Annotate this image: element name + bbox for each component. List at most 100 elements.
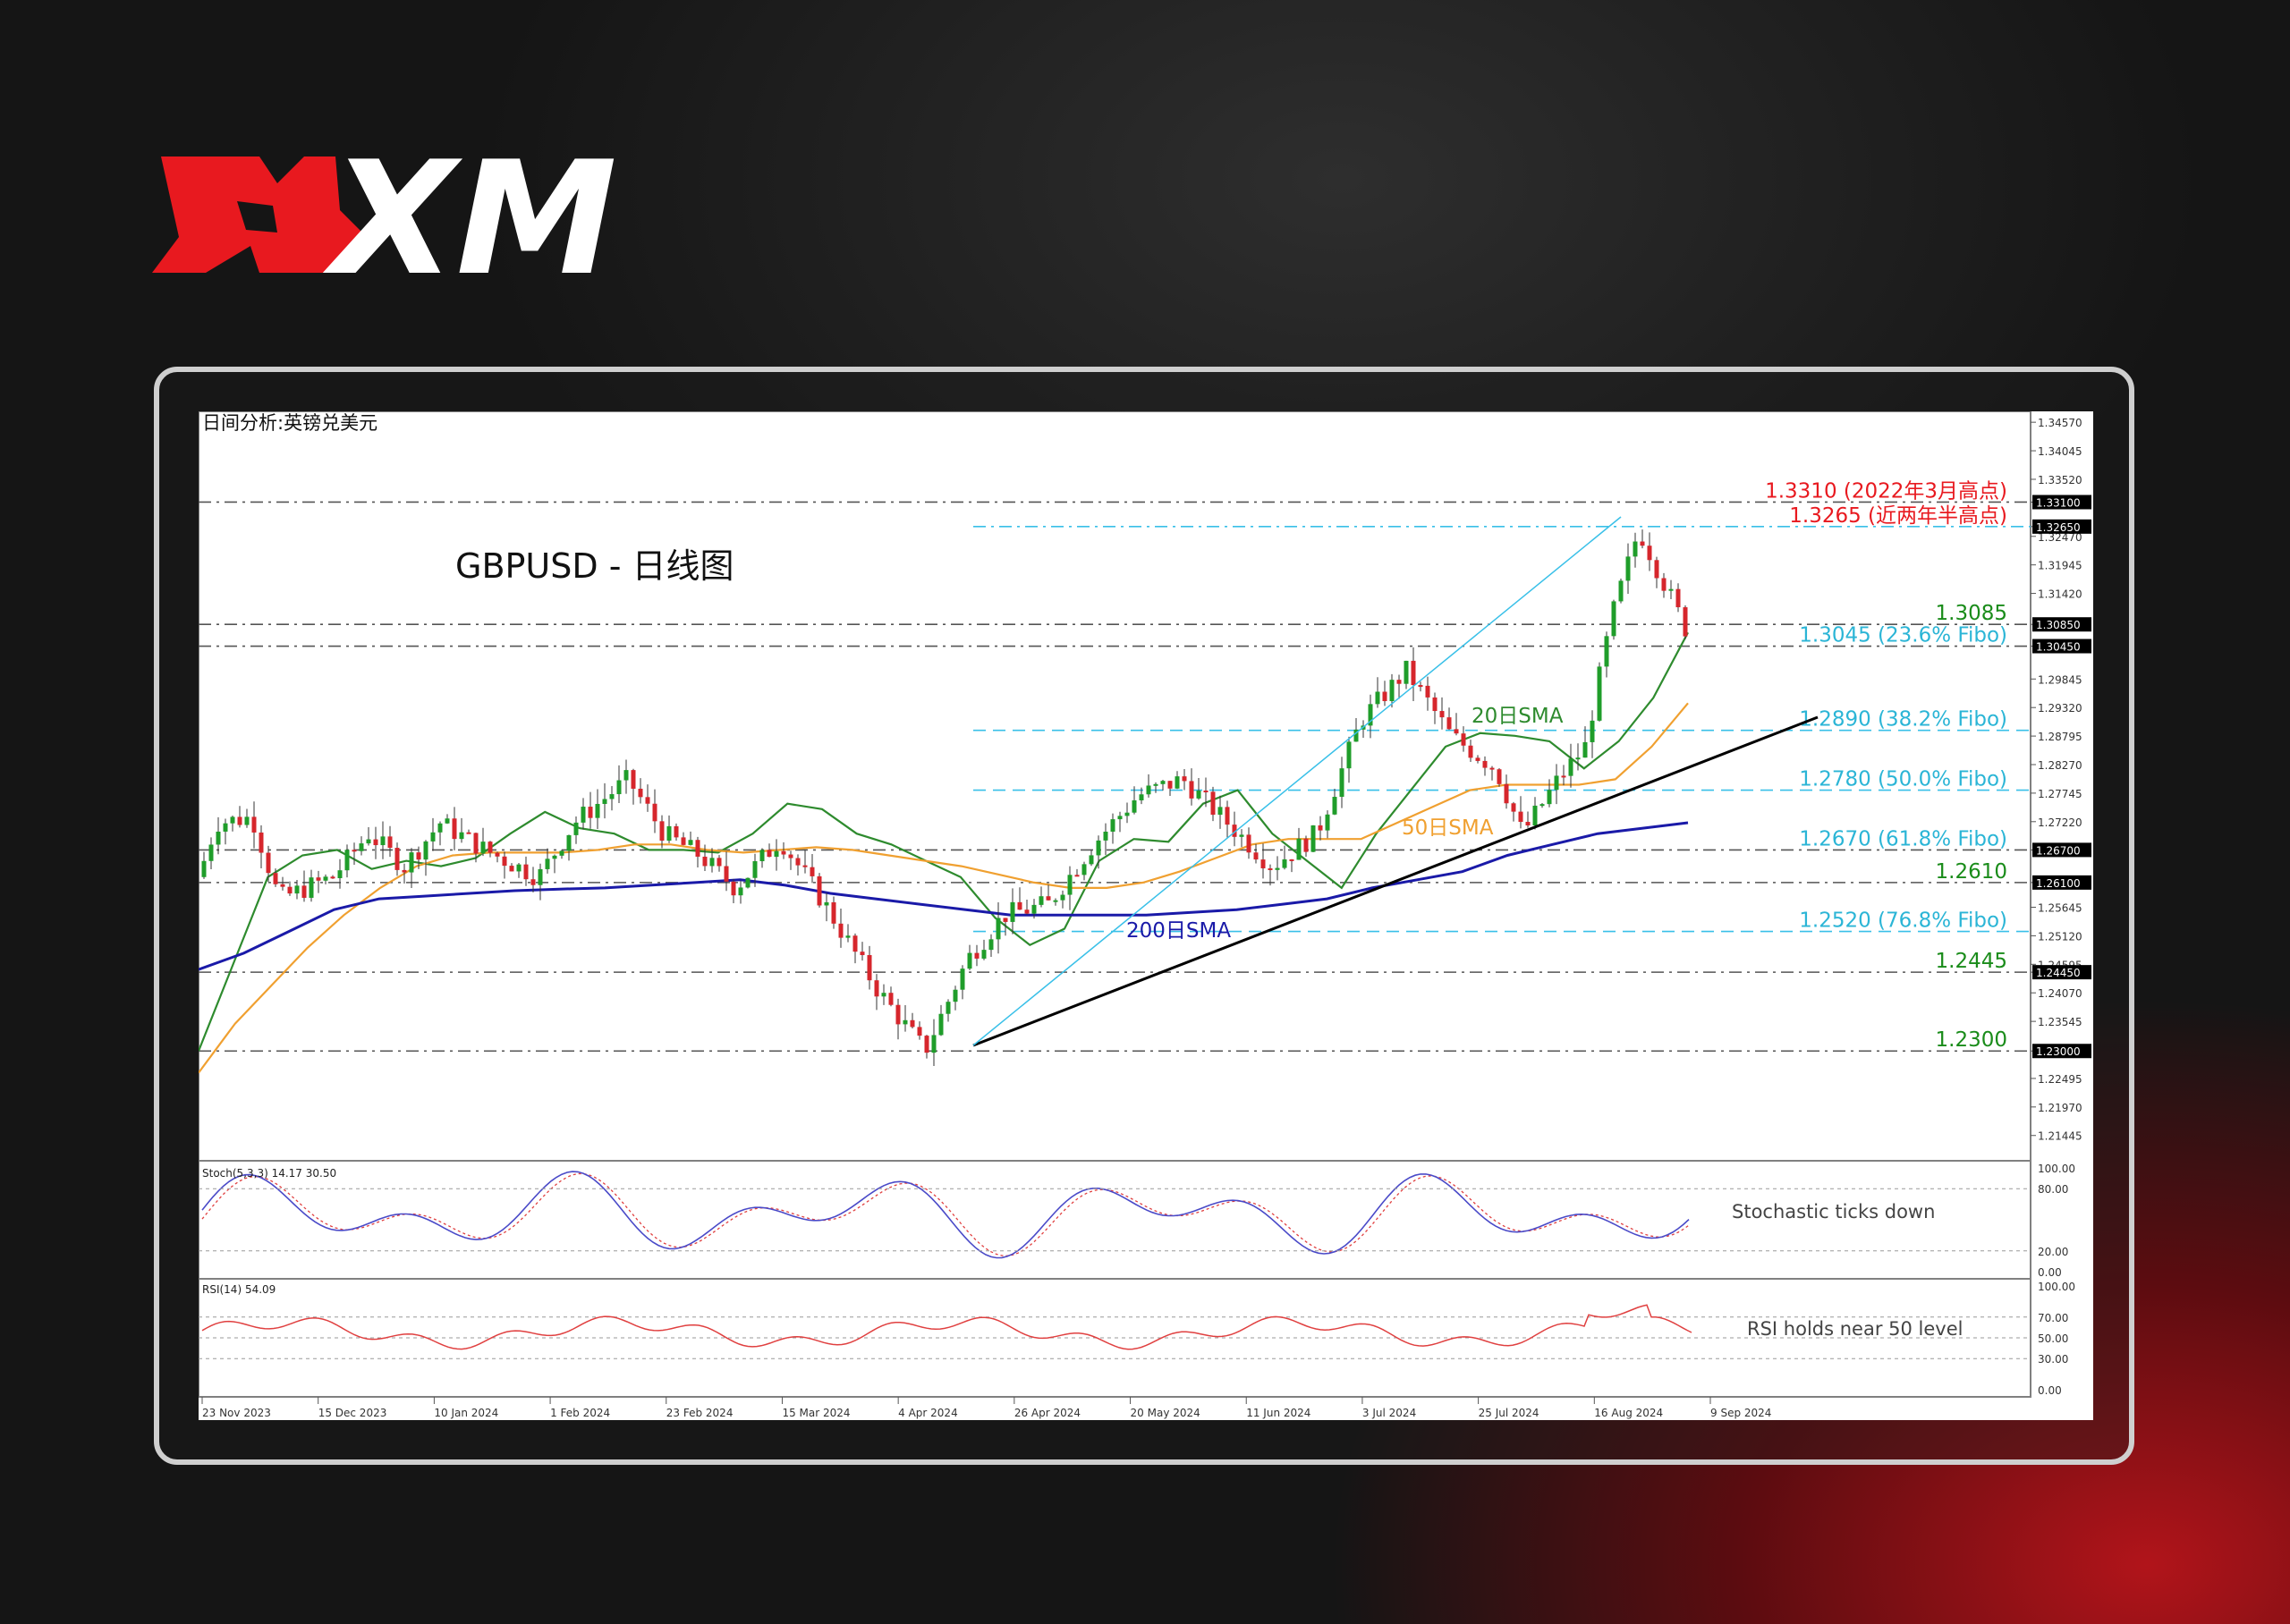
candle-body: [595, 803, 600, 818]
candle-body: [717, 858, 722, 867]
candle-body: [430, 832, 436, 842]
candle-body: [759, 850, 765, 862]
candle-body: [1396, 680, 1402, 684]
candle-body: [1647, 546, 1652, 561]
price-tick-label: 1.29320: [2038, 702, 2082, 715]
candle-body: [652, 803, 657, 822]
level-label: 1.3310 (2022年3月高点): [1765, 479, 2007, 503]
candle-body: [266, 852, 271, 874]
candle-body: [1532, 805, 1538, 826]
candle-body: [1475, 757, 1480, 761]
price-box: [2032, 495, 2091, 510]
candle-body: [1432, 697, 1438, 712]
candle-body: [301, 885, 307, 898]
candle-body: [316, 877, 321, 881]
stoch-d-line: [201, 1172, 1690, 1256]
candle-body: [1124, 812, 1130, 816]
candle-body: [1081, 864, 1087, 875]
date-tick-label: 25 Jul 2024: [1479, 1407, 1539, 1419]
chart-title: GBPUSD - 日线图: [455, 546, 734, 586]
price-box: [2032, 617, 2091, 632]
candle-body: [1568, 758, 1573, 776]
candle-body: [1268, 867, 1273, 870]
candle-body: [702, 856, 708, 867]
price-tick-label: 1.34045: [2038, 445, 2082, 458]
candle-body: [1482, 760, 1488, 768]
candle-body: [960, 968, 965, 990]
candle-body: [860, 952, 865, 956]
candle-body: [1339, 768, 1344, 798]
candle-body: [1110, 819, 1115, 832]
candle-body: [509, 866, 514, 872]
date-tick-label: 26 Apr 2024: [1014, 1407, 1081, 1419]
price-tick-label: 1.22495: [2038, 1073, 2082, 1086]
candle-body: [216, 831, 221, 845]
candle-body: [573, 822, 579, 835]
candle-body: [845, 935, 851, 938]
candle-body: [1318, 825, 1323, 831]
date-tick-label: 10 Jan 2024: [434, 1407, 498, 1419]
candle-body: [530, 879, 536, 885]
candle-body: [366, 839, 371, 844]
candle-body: [1661, 578, 1667, 591]
candle-body: [938, 1013, 944, 1036]
candle-body: [373, 839, 378, 846]
candle-body: [1310, 825, 1316, 852]
candle-body: [359, 843, 364, 851]
candle-body: [1425, 685, 1430, 698]
candle-body: [523, 864, 529, 880]
candle-body: [1096, 840, 1101, 856]
candle-body: [1182, 776, 1187, 782]
candle-body: [1031, 904, 1037, 914]
candle-body: [201, 860, 207, 877]
date-tick-label: 1 Feb 2024: [550, 1407, 610, 1419]
candle-body: [1468, 745, 1473, 758]
candle-body: [1253, 852, 1259, 860]
candle-body: [1446, 717, 1452, 730]
candle-body: [1046, 896, 1051, 901]
candle-body: [824, 901, 829, 906]
candle-body: [337, 870, 343, 878]
candle-body: [910, 1019, 915, 1028]
rsi-label: RSI(14) 54.09: [202, 1283, 276, 1296]
stoch-tick-label: 80.00: [2038, 1183, 2068, 1196]
rsi-tick-label: 50.00: [2038, 1332, 2068, 1345]
candle-body: [1210, 791, 1216, 816]
candle-body: [237, 816, 242, 825]
candle-body: [903, 1019, 908, 1025]
candle-body: [1625, 556, 1631, 581]
date-tick-label: 15 Mar 2024: [782, 1407, 850, 1419]
price-box-label: 1.24450: [2036, 967, 2081, 979]
candle-body: [1382, 691, 1387, 702]
price-box-label: 1.33100: [2036, 496, 2081, 509]
price-box: [2032, 1044, 2091, 1059]
candle-body: [781, 850, 786, 855]
price-axis: 1.34570 1.34045 1.33520 1.33100 1.326501.324…: [2031, 417, 2091, 1143]
candle-body: [1196, 791, 1201, 799]
candle-body: [459, 832, 464, 840]
candle-body: [1146, 785, 1151, 795]
stoch-axis: 100.00 80.00 20.00 0.00: [2038, 1163, 2075, 1279]
candle-body: [1346, 741, 1352, 769]
candle-body: [1611, 601, 1616, 637]
candle-body: [1511, 803, 1516, 812]
candle-body: [1003, 918, 1008, 922]
candle-body: [688, 840, 693, 845]
candle-body: [294, 885, 300, 894]
stoch-k-line: [201, 1171, 1690, 1259]
date-tick-label: 16 Aug 2024: [1594, 1407, 1663, 1419]
candle-body: [1618, 580, 1624, 602]
date-tick-label: 15 Dec 2023: [318, 1407, 387, 1419]
candle-body: [709, 858, 715, 867]
candle-body: [1640, 541, 1645, 546]
candle-body: [752, 861, 758, 878]
level-label: 1.2780 (50.0% Fibo): [1799, 768, 2007, 791]
candle-body: [330, 876, 335, 879]
date-tick-label: 3 Jul 2024: [1362, 1407, 1416, 1419]
price-tick-label: 1.25120: [2038, 930, 2082, 943]
candle-body: [874, 980, 879, 997]
candle-body: [280, 884, 285, 887]
candle-body: [1504, 783, 1509, 804]
candle-body: [1554, 775, 1559, 791]
candle-body: [452, 818, 457, 840]
